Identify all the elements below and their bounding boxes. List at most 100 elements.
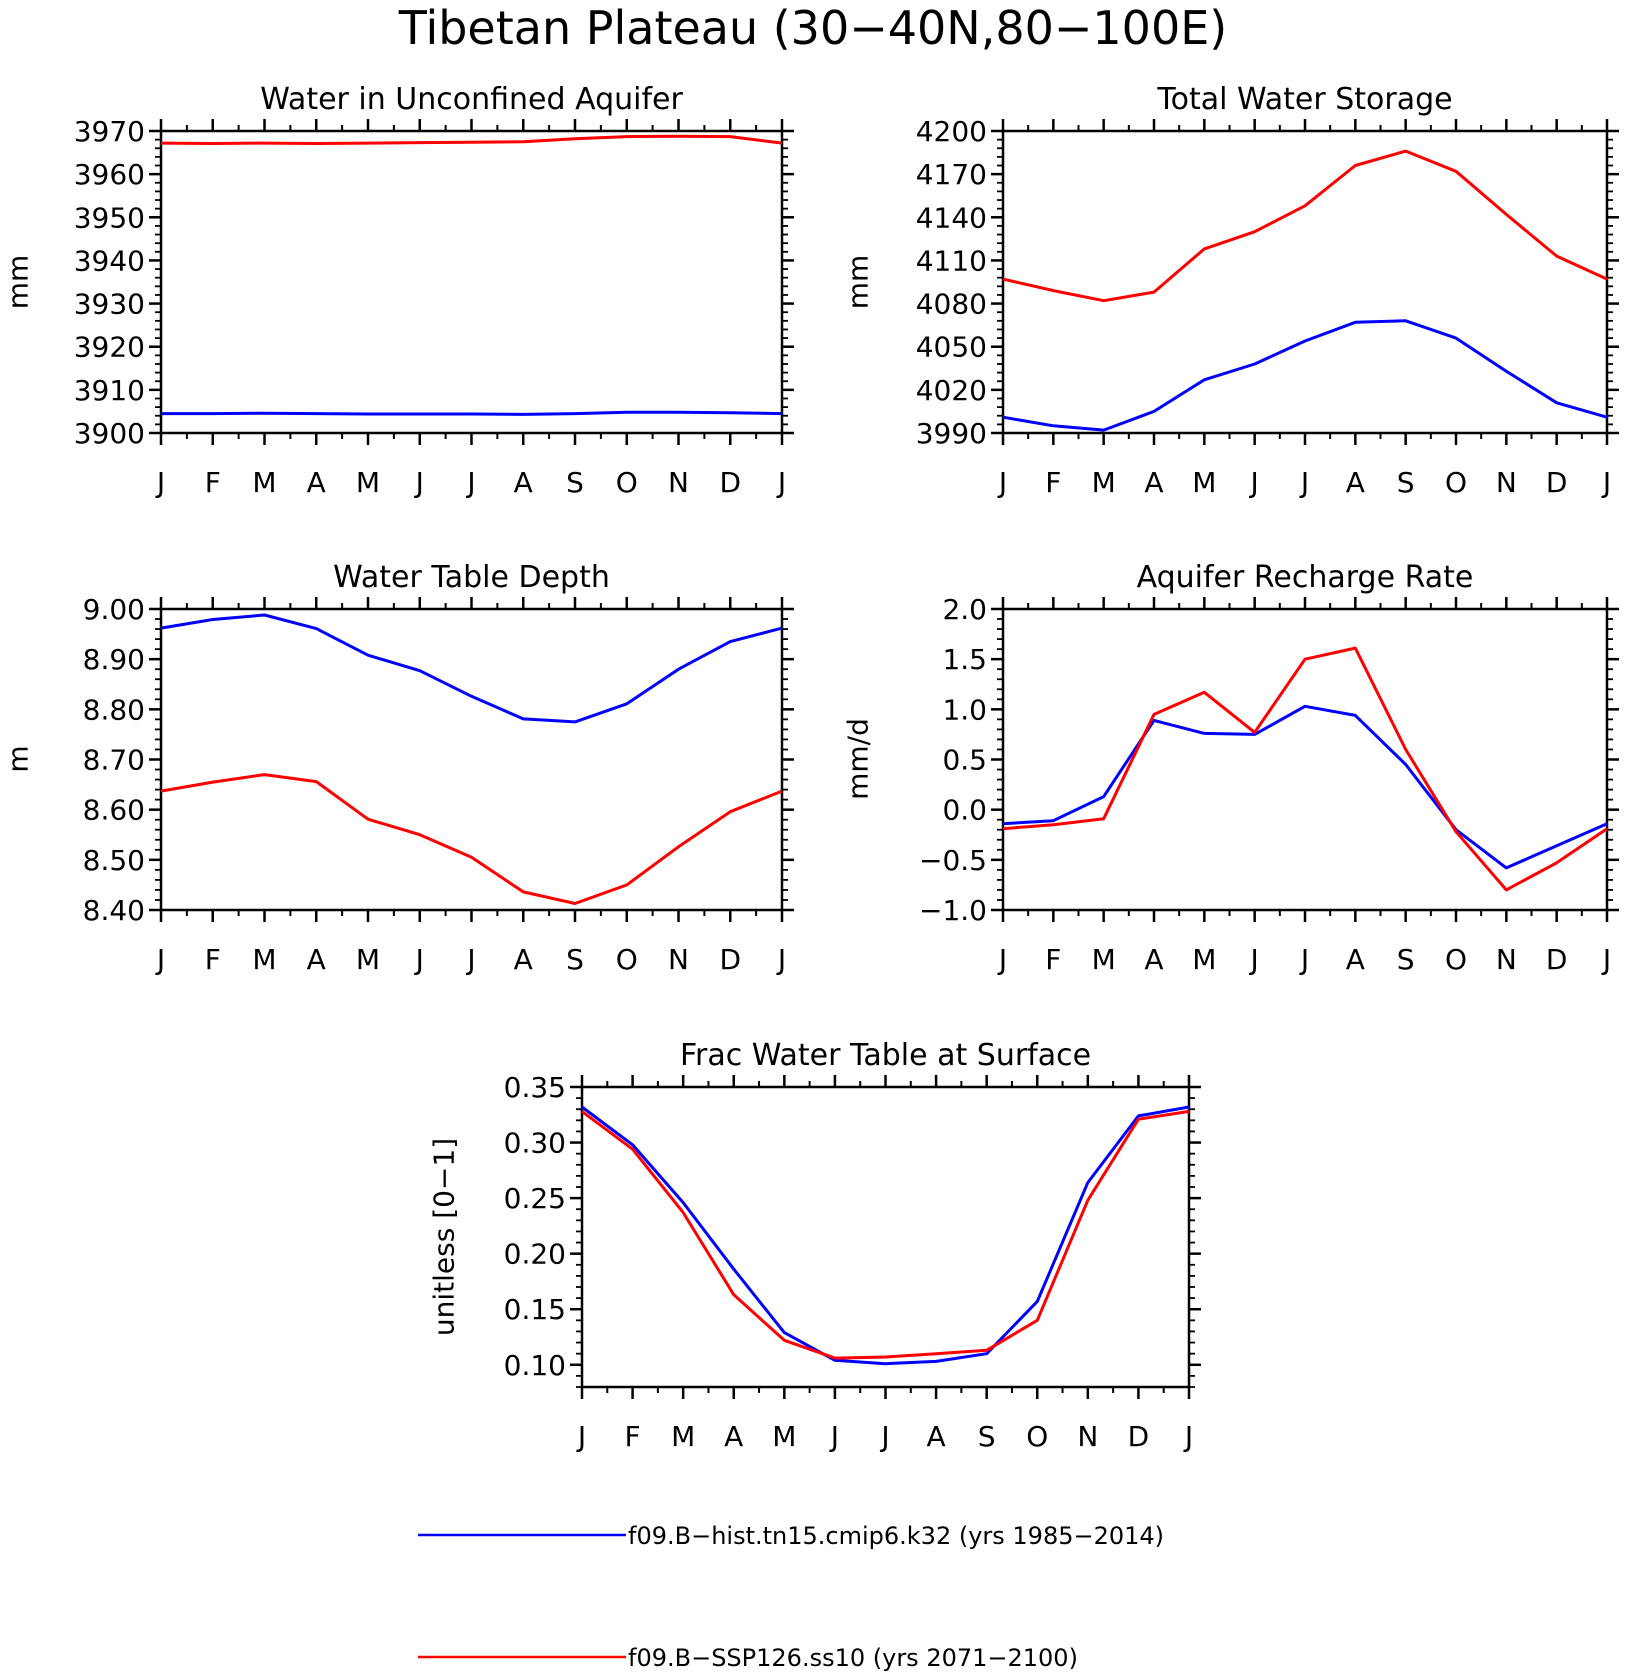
y-tick-label: 3990: [916, 417, 987, 450]
y-tick-label: 1.0: [942, 693, 987, 726]
y-tick-label: 0.25: [504, 1182, 566, 1215]
y-tick-label: 0.20: [504, 1238, 566, 1271]
x-tick-label: S: [566, 943, 584, 976]
x-tick-label: J: [414, 466, 424, 499]
y-tick-label: 3930: [74, 288, 145, 321]
plot-frame: [159, 607, 784, 912]
y-tick-label: 3920: [74, 331, 145, 364]
x-tick-label: A: [514, 943, 533, 976]
y-tick-label: 8.70: [83, 744, 145, 777]
y-tick-label: 4050: [916, 331, 987, 364]
x-tick-label: F: [205, 466, 221, 499]
panel-title: Frac Water Table at Surface: [680, 1038, 1091, 1073]
x-tick-label: O: [1026, 1420, 1048, 1453]
x-tick-label: J: [465, 943, 475, 976]
x-tick-label: J: [1249, 466, 1259, 499]
x-tick-label: A: [1144, 943, 1163, 976]
legend: f09.B−hist.tn15.cmip6.k32 (yrs 1985−2014…: [418, 1522, 1164, 1672]
series-line-ssp: [160, 134, 783, 145]
x-tick-label: F: [625, 1420, 641, 1453]
y-axis-label: mm: [842, 255, 875, 310]
plot-frame: [159, 129, 784, 435]
x-tick-label: J: [155, 466, 165, 499]
x-tick-label: N: [1496, 466, 1517, 499]
y-tick-label: 4170: [916, 158, 987, 191]
y-tick-label: 3950: [74, 201, 145, 234]
y-tick-label: 0.30: [504, 1127, 566, 1160]
x-tick-label: N: [1077, 1420, 1098, 1453]
y-axis-label: mm: [2, 255, 35, 310]
series-line-ssp: [160, 773, 783, 905]
y-tick-label: 8.90: [83, 643, 145, 676]
y-tick-label: 3900: [74, 417, 145, 450]
legend-item-hist: f09.B−hist.tn15.cmip6.k32 (yrs 1985−2014…: [418, 1522, 1164, 1550]
y-tick-label: −0.5: [919, 844, 987, 877]
series-line-hist: [1002, 319, 1608, 432]
y-tick-label: 3960: [74, 158, 145, 191]
x-tick-label: J: [1299, 466, 1309, 499]
x-tick-label: D: [1128, 1420, 1150, 1453]
series-line-hist: [161, 410, 783, 416]
x-tick-label: J: [414, 943, 424, 976]
x-tick-label: A: [307, 943, 326, 976]
series-line-ssp: [581, 1109, 1190, 1360]
x-tick-label: J: [776, 466, 786, 499]
x-tick-label: M: [356, 466, 380, 499]
y-tick-label: 1.5: [942, 643, 987, 676]
y-tick-label: 3910: [74, 374, 145, 407]
x-tick-label: M: [356, 943, 380, 976]
y-axis-label: unitless [0−1]: [428, 1138, 461, 1336]
series-line-ssp: [1002, 646, 1608, 892]
x-tick-label: M: [1192, 466, 1216, 499]
x-tick-label: S: [1397, 466, 1415, 499]
x-tick-label: J: [465, 466, 475, 499]
x-tick-label: D: [719, 943, 741, 976]
x-tick-label: J: [576, 1420, 586, 1453]
legend-label-ssp: f09.B−SSP126.ss10 (yrs 2071−2100): [628, 1644, 1078, 1672]
x-tick-label: M: [1192, 943, 1216, 976]
x-tick-label: A: [927, 1420, 946, 1453]
panel-title: Aquifer Recharge Rate: [1137, 560, 1474, 595]
panel-title: Water Table Depth: [333, 560, 610, 595]
x-tick-label: M: [1092, 466, 1116, 499]
series-line-hist: [581, 1105, 1190, 1366]
x-tick-label: N: [1496, 943, 1517, 976]
x-tick-label: A: [1346, 943, 1365, 976]
y-tick-label: 9.00: [83, 593, 145, 626]
x-tick-label: F: [1045, 466, 1061, 499]
plot-frame: [1001, 129, 1609, 435]
x-tick-label: O: [1445, 943, 1467, 976]
y-tick-label: 4080: [916, 288, 987, 321]
x-tick-label: A: [1346, 466, 1365, 499]
x-tick-label: M: [772, 1420, 796, 1453]
y-tick-label: 0.35: [504, 1071, 566, 1104]
x-tick-label: S: [566, 466, 584, 499]
x-tick-label: J: [155, 943, 165, 976]
x-tick-label: F: [205, 943, 221, 976]
panel-frac-water-table-at-surface: Frac Water Table at Surface unitless [0−1…: [428, 1038, 1201, 1453]
series-line-hist: [160, 613, 783, 724]
y-tick-label: 8.80: [83, 693, 145, 726]
y-tick-label: 2.0: [942, 593, 987, 626]
series-line-hist: [1002, 704, 1608, 870]
x-tick-label: J: [1299, 943, 1309, 976]
x-tick-label: S: [1397, 943, 1415, 976]
x-tick-label: M: [252, 943, 276, 976]
x-tick-label: D: [1546, 466, 1568, 499]
x-tick-label: A: [724, 1420, 743, 1453]
x-tick-label: A: [307, 466, 326, 499]
y-axis-label: m: [2, 745, 35, 772]
x-tick-label: N: [668, 466, 689, 499]
y-tick-label: 8.60: [83, 794, 145, 827]
figure-title: Tibetan Plateau (30−40N,80−100E): [398, 1, 1227, 55]
x-tick-label: J: [997, 466, 1007, 499]
plot-frame: [580, 1085, 1191, 1389]
x-tick-label: M: [671, 1420, 695, 1453]
x-tick-label: J: [879, 1420, 889, 1453]
series-line-ssp: [1002, 149, 1608, 303]
